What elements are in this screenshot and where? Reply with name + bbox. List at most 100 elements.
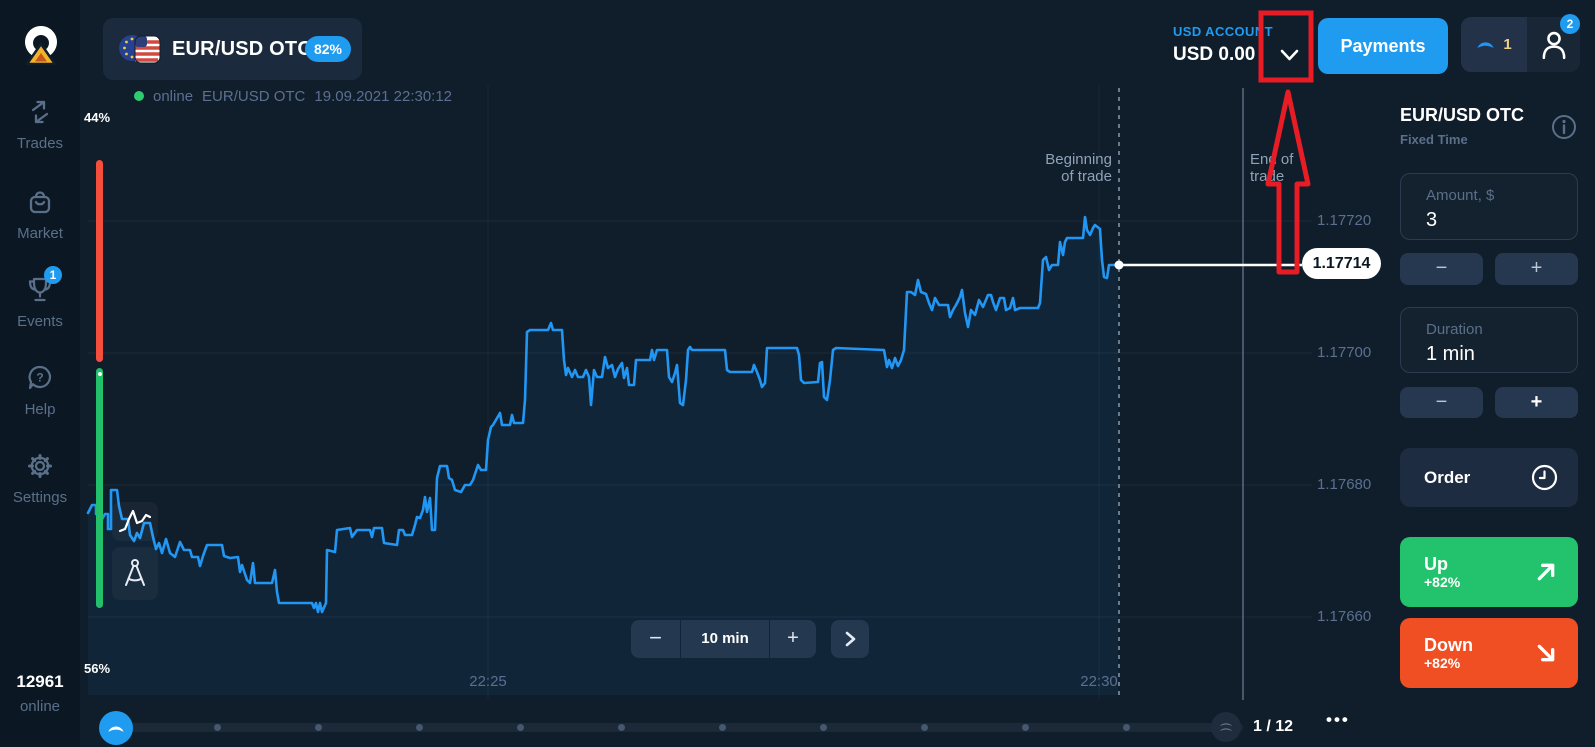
notification-badge: 2 xyxy=(1560,14,1580,34)
sentiment-down-percent: 56% xyxy=(84,661,111,676)
up-button[interactable]: Up +82% xyxy=(1400,537,1578,607)
sidebar-item-events[interactable]: 1 Events xyxy=(0,266,80,330)
sentiment-up-percent: 44% xyxy=(84,110,111,125)
duration-increase-button[interactable]: + xyxy=(1495,387,1578,418)
zoom-out-button[interactable]: − xyxy=(631,620,680,658)
panel-trade-mode: Fixed Time xyxy=(1400,132,1468,147)
history-dot[interactable] xyxy=(820,724,827,731)
arrow-up-right-icon xyxy=(1537,563,1555,581)
history-dot[interactable] xyxy=(416,724,423,731)
scroll-to-now-button[interactable] xyxy=(831,620,869,658)
line-chart-icon xyxy=(118,509,152,533)
history-dot[interactable] xyxy=(1022,724,1029,731)
chevron-right-icon xyxy=(845,631,856,647)
amount-label: Amount, $ xyxy=(1426,187,1495,204)
history-dot[interactable] xyxy=(921,724,928,731)
online-word: online xyxy=(19,698,61,715)
connection-status: online EUR/USD OTC 19.09.2021 22:30:12 xyxy=(134,87,453,105)
history-scrollbar[interactable] xyxy=(112,723,1243,732)
online-status-dot xyxy=(134,91,144,101)
pair-name: EUR/USD OTC xyxy=(172,38,312,60)
down-button[interactable]: Down +82% xyxy=(1400,618,1578,688)
up-payout: +82% xyxy=(1424,574,1461,590)
duration-label: Duration xyxy=(1426,321,1483,338)
history-dot[interactable] xyxy=(214,724,221,731)
up-label: Up xyxy=(1424,554,1448,574)
page-indicator: 1 / 12 xyxy=(1253,718,1294,735)
status-state: online xyxy=(153,87,194,105)
amount-decrease-button[interactable]: − xyxy=(1400,253,1483,285)
compass-icon xyxy=(125,558,145,586)
order-button[interactable]: Order xyxy=(1400,448,1578,507)
chart-type-button[interactable] xyxy=(112,502,158,541)
info-icon[interactable] xyxy=(1551,114,1577,140)
sentiment-buy-bar xyxy=(96,368,103,608)
beginning-of-trade-label: Beginning of trade xyxy=(1045,151,1112,185)
sidebar-item-trades[interactable]: Trades xyxy=(0,98,80,152)
down-label: Down xyxy=(1424,635,1473,655)
trades-arrows-icon xyxy=(31,100,49,124)
down-payout: +82% xyxy=(1424,655,1461,671)
market-bag-icon xyxy=(29,191,51,214)
zoom-in-button[interactable]: + xyxy=(770,620,816,658)
amount-field[interactable]: Amount, $ 3 xyxy=(1400,173,1578,240)
account-balance: USD 0.00 xyxy=(1173,44,1256,65)
price-axis-label: 1.17660 xyxy=(1317,608,1372,625)
history-dot[interactable] xyxy=(315,724,322,731)
asset-pair-selector[interactable]: EUR/USD OTC 82% xyxy=(103,18,362,80)
settings-gear-icon xyxy=(28,454,52,478)
current-price-tag: 1.17714 xyxy=(1302,248,1381,279)
help-icon: ? xyxy=(28,365,52,390)
sidebar-label: Trades xyxy=(16,135,64,152)
sidebar-item-help[interactable]: ? Help xyxy=(0,364,80,418)
olymp-trade-logo[interactable] xyxy=(19,22,63,68)
sentiment-divider xyxy=(98,372,102,376)
payout-percent-badge: 82% xyxy=(305,36,351,62)
sidebar-label: Events xyxy=(17,313,63,330)
history-dot[interactable] xyxy=(1123,724,1130,731)
duration-field[interactable]: Duration 1 min xyxy=(1400,307,1578,373)
history-dot[interactable] xyxy=(517,724,524,731)
price-axis-label: 1.17700 xyxy=(1317,344,1372,361)
timeframe-control: − 10 min + xyxy=(631,620,816,658)
sidebar-label: Market xyxy=(17,225,63,242)
status-pair: EUR/USD OTC xyxy=(202,87,306,105)
sidebar-item-settings[interactable]: Settings xyxy=(0,452,80,506)
amount-increase-button[interactable]: + xyxy=(1495,253,1578,285)
panel-pair-title: EUR/USD OTC xyxy=(1400,105,1525,125)
history-dot[interactable] xyxy=(618,724,625,731)
svg-text:?: ? xyxy=(36,371,43,385)
duration-value: 1 min xyxy=(1426,343,1475,365)
order-label: Order xyxy=(1424,467,1471,487)
time-axis-label: 22:30 xyxy=(1080,673,1118,690)
more-menu-button[interactable]: ••• xyxy=(1326,710,1350,729)
sidebar-item-market[interactable]: Market xyxy=(0,188,80,242)
arrow-down-right-icon xyxy=(1537,644,1555,662)
eur-usd-flags-icon xyxy=(119,35,161,64)
online-counter: 12961 online xyxy=(0,672,80,715)
time-axis-label: 22:25 xyxy=(469,673,507,690)
beret-icon xyxy=(1477,42,1494,48)
account-switcher[interactable]: USD ACCOUNT USD 0.00 xyxy=(1173,24,1273,66)
duration-decrease-button[interactable]: − xyxy=(1400,387,1483,418)
status-datetime: 19.09.2021 22:30:12 xyxy=(314,87,453,105)
chevron-down-icon[interactable] xyxy=(1280,49,1299,62)
collapse-pager-button[interactable] xyxy=(1211,712,1241,742)
timeframe-value[interactable]: 10 min xyxy=(681,620,769,658)
price-axis-label: 1.17680 xyxy=(1317,476,1372,493)
account-type-label: USD ACCOUNT xyxy=(1173,24,1273,39)
chat-beret-icon xyxy=(108,725,124,732)
sidebar: Trades Market 1 Events ? Help xyxy=(0,0,80,747)
price-axis-label: 1.17720 xyxy=(1317,212,1372,229)
chat-button[interactable] xyxy=(99,711,133,745)
end-of-trade-label: End of trade xyxy=(1250,151,1294,185)
sidebar-label: Settings xyxy=(12,489,68,506)
clock-icon xyxy=(1531,464,1558,491)
history-dot[interactable] xyxy=(719,724,726,731)
person-icon xyxy=(1542,31,1565,59)
drawing-tools-button[interactable] xyxy=(112,547,158,600)
education-tab[interactable]: 1 xyxy=(1461,17,1527,72)
sentiment-sell-bar xyxy=(96,160,103,362)
payments-button[interactable]: Payments xyxy=(1318,18,1448,74)
